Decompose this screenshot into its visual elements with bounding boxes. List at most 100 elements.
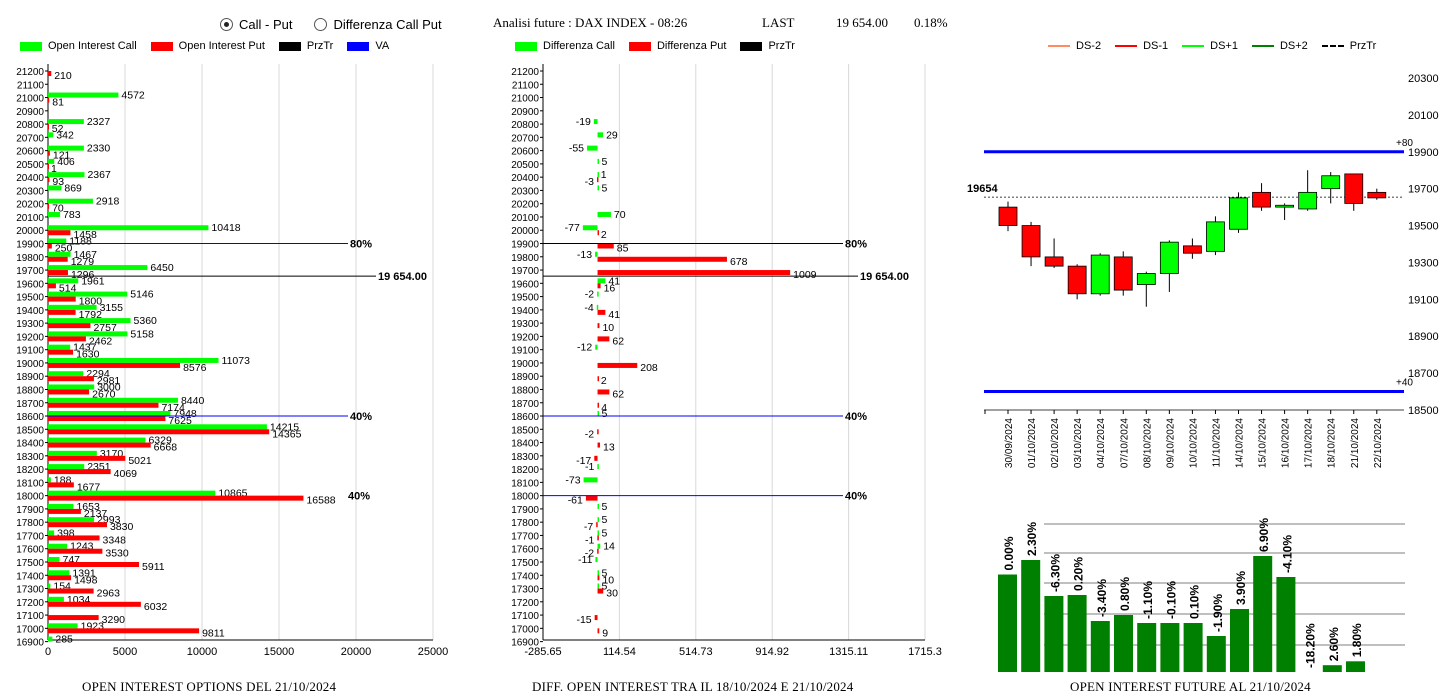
y-tick-label: 20600 [16, 147, 44, 158]
percent-bar [1067, 595, 1087, 672]
diff-put-bar [597, 588, 604, 594]
radio-call-put[interactable]: Call - Put [220, 17, 292, 32]
y-tick-label: 18300 [511, 452, 539, 463]
call-bar [48, 623, 78, 629]
candle-body [1252, 191, 1271, 208]
y-tick-label: 18800 [511, 385, 539, 396]
radio-differenza[interactable]: Differenza Call Put [314, 17, 442, 32]
call-bar [48, 450, 97, 456]
y-tick-label: 20700 [16, 133, 44, 144]
put-bar [48, 442, 151, 448]
percent-label: 6.90% [1257, 518, 1271, 552]
legend-label: PrzTr [768, 40, 795, 52]
put-bar [48, 309, 76, 315]
put-value-label: 1498 [74, 574, 98, 586]
put-value-label: 7625 [168, 415, 192, 427]
legend-label: DS-2 [1076, 40, 1102, 52]
put-bar [48, 203, 50, 209]
y-tick-label: 19200 [511, 332, 539, 343]
y-tick-label: 18600 [16, 412, 44, 423]
diff-call-bar [583, 477, 598, 483]
y-tick-label: 20200 [16, 200, 44, 211]
put-value-label: 52 [52, 123, 64, 135]
y-tick-label: 17500 [16, 558, 44, 569]
y-tick-label: 17400 [511, 571, 539, 582]
y-tick-label: 19700 [1408, 184, 1439, 196]
candle-body [1344, 173, 1364, 204]
y-tick-label: 20300 [16, 186, 44, 197]
y-tick-label: 19600 [16, 279, 44, 290]
y-tick-label: 19500 [1408, 221, 1439, 233]
put-bar [48, 296, 76, 302]
diff-call-value-label: 5 [601, 501, 607, 513]
put-bar [48, 416, 166, 422]
legend-swatch-red [150, 41, 173, 51]
y-tick-label: 17300 [511, 585, 539, 596]
put-value-label: 6032 [144, 601, 168, 613]
put-bar [48, 469, 111, 475]
date-label: 18/10/2024 [1327, 418, 1338, 468]
candle-body [1159, 241, 1179, 274]
put-value-label: 1800 [79, 296, 103, 308]
percent-label: -18.20% [1304, 623, 1318, 668]
call-bar [48, 198, 93, 204]
call-value-label: 2330 [87, 143, 111, 155]
y-tick-label: 19100 [16, 346, 44, 357]
put-bar [48, 429, 270, 435]
legend-line-dashed [1321, 45, 1344, 47]
call-value-label: 3155 [100, 302, 124, 314]
put-value-label: 4069 [114, 468, 138, 480]
date-label: 03/10/2024 [1073, 418, 1084, 468]
diff-call-bar [582, 225, 598, 231]
legend-swatch-blue [347, 41, 370, 51]
legend-swatch-black [740, 41, 763, 51]
diff-put-value-label: 10 [602, 574, 614, 586]
call-bar [48, 225, 209, 231]
diff-call-value-label: -1 [585, 461, 594, 473]
call-value-label: 869 [64, 182, 82, 194]
percent-bar [1090, 621, 1110, 672]
diff-put-bar [597, 376, 600, 382]
percent-label: 2.30% [1025, 522, 1039, 556]
diff-put-value-label: -2 [585, 548, 594, 560]
put-value-label: 5021 [128, 455, 152, 467]
call-bar [48, 145, 84, 151]
last-value: 19 654.00 [836, 15, 888, 30]
percent-label: 0.10% [1188, 585, 1202, 619]
put-bar [48, 402, 159, 408]
put-bar [48, 455, 126, 461]
call-bar [48, 172, 85, 178]
percent-label: -6.30% [1048, 554, 1062, 592]
legend-item-ds+1: DS+1 [1182, 40, 1238, 52]
put-value-label: 1279 [71, 256, 95, 268]
x-tick-label: 1315.11 [829, 646, 868, 658]
percent-bar [1206, 636, 1226, 672]
diff-put-bar [597, 270, 791, 276]
diff-call-bar [597, 543, 601, 549]
diff-put-value-label: 208 [640, 362, 658, 374]
call-bar [48, 490, 216, 496]
diff-call-value-label: 70 [614, 209, 626, 221]
candle-body [1044, 256, 1064, 267]
legend-label: DS+2 [1279, 40, 1308, 52]
diff-put-value-label: 13 [603, 442, 615, 454]
diff-call-bar [597, 158, 600, 164]
view-selector: Call - Put Differenza Call Put [220, 17, 442, 32]
percent-label: -3.40% [1095, 579, 1109, 617]
diff-call-bar [597, 570, 600, 576]
y-tick-label: 19700 [511, 266, 539, 277]
y-tick-label: 19500 [511, 293, 539, 304]
y-tick-label: 18100 [511, 478, 539, 489]
y-tick-label: 17900 [16, 505, 44, 516]
legend-line-red [1115, 45, 1138, 47]
call-bar [48, 384, 95, 390]
y-tick-label: 20100 [1408, 110, 1439, 122]
diff-put-bar [597, 628, 600, 634]
y-tick-label: 17700 [16, 531, 44, 542]
call-value-label: 1188 [69, 236, 92, 248]
y-tick-label: 19900 [511, 240, 539, 251]
y-tick-label: 19500 [16, 293, 44, 304]
y-tick-label: 17300 [16, 585, 44, 596]
call-bar [48, 318, 131, 324]
call-value-label: 6450 [150, 262, 174, 274]
